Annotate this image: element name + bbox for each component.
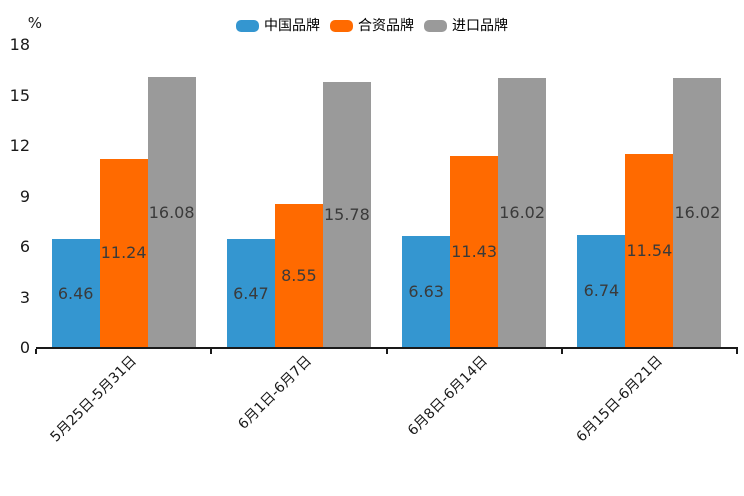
legend-label-china-brand: 中国品牌 bbox=[264, 18, 320, 34]
bar-value-label: 16.02 bbox=[674, 203, 721, 223]
bar-china-brand-1 bbox=[51, 239, 100, 348]
x-tick-label: 6月8日-6月14日 bbox=[404, 353, 491, 439]
legend: 中国品牌 合资品牌 进口品牌 bbox=[0, 16, 744, 36]
x-axis-tick bbox=[385, 349, 388, 354]
bar-china-brand-2 bbox=[226, 239, 275, 348]
y-tick-label: 0 bbox=[19, 338, 30, 357]
legend-label-joint-venture-brand: 合资品牌 bbox=[358, 18, 414, 34]
y-tick-label: 18 bbox=[9, 35, 30, 54]
legend-item-import-brand: 进口品牌 bbox=[424, 16, 508, 36]
bar-joint-venture-brand-1 bbox=[99, 158, 148, 348]
x-tick-label: 6月15日-6月21日 bbox=[573, 353, 666, 446]
x-axis-tick bbox=[560, 349, 563, 354]
bar-value-label: 16.02 bbox=[499, 203, 546, 223]
x-axis-tick bbox=[35, 349, 37, 354]
x-axis-tick bbox=[736, 349, 738, 354]
y-tick-label: 12 bbox=[9, 136, 30, 155]
bar-joint-venture-brand-3 bbox=[450, 155, 499, 348]
y-tick-label: 15 bbox=[9, 85, 30, 105]
bar-joint-venture-brand-4 bbox=[625, 153, 674, 348]
y-axis: 0 3 6 9 12 15 18 bbox=[0, 0, 30, 496]
x-axis-line bbox=[36, 347, 738, 349]
bar-value-label: 11.54 bbox=[626, 240, 673, 260]
bar-value-label: 11.24 bbox=[100, 243, 147, 263]
y-tick-label: 6 bbox=[19, 237, 30, 256]
legend-label-import-brand: 进口品牌 bbox=[452, 18, 508, 34]
bar-value-label: 8.55 bbox=[281, 266, 317, 286]
legend-marker-china-brand-icon bbox=[236, 20, 259, 32]
bar-import-brand-4 bbox=[673, 78, 722, 348]
bar-import-brand-2 bbox=[322, 82, 371, 348]
legend-item-china-brand: 中国品牌 bbox=[236, 16, 320, 36]
bar-joint-venture-brand-2 bbox=[274, 204, 323, 348]
y-tick-label: 3 bbox=[19, 287, 30, 307]
legend-item-joint-venture-brand: 合资品牌 bbox=[330, 16, 414, 36]
bar-import-brand-3 bbox=[498, 78, 547, 348]
bar-value-label: 6.47 bbox=[233, 283, 269, 303]
bar-value-label: 16.08 bbox=[148, 202, 195, 222]
legend-marker-joint-venture-brand-icon bbox=[330, 20, 353, 32]
bar-import-brand-1 bbox=[147, 77, 196, 348]
bar-value-label: 15.78 bbox=[323, 205, 370, 225]
y-tick-label: 9 bbox=[19, 186, 30, 206]
bar-value-label: 6.46 bbox=[57, 283, 94, 303]
bar-value-label: 6.74 bbox=[583, 281, 620, 301]
y-axis-unit-label: % bbox=[27, 14, 42, 32]
x-tick-label: 6月1日-6月7日 bbox=[235, 353, 316, 433]
bar-value-label: 11.43 bbox=[451, 241, 498, 261]
bar-china-brand-3 bbox=[402, 236, 451, 348]
bar-value-label: 6.63 bbox=[408, 282, 444, 302]
x-tick-label: 5月25日-5月31日 bbox=[47, 353, 140, 446]
legend-marker-import-brand-icon bbox=[424, 20, 447, 32]
plot-area: 6.46 11.24 16.08 6.47 8.55 15.78 6.63 11.43 16.0… bbox=[36, 45, 737, 348]
bar-china-brand-4 bbox=[577, 234, 626, 348]
x-axis-tick bbox=[210, 349, 213, 354]
